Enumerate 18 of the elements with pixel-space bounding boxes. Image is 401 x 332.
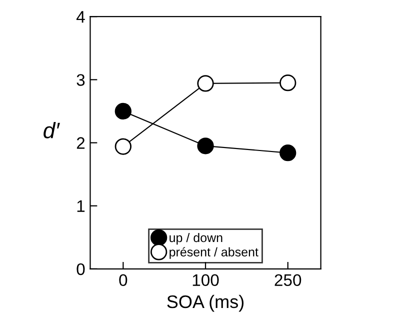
legend-label: présent / absent (170, 247, 258, 259)
x-tick-label: 250 (274, 274, 302, 286)
y-tick-label: 3 (76, 74, 85, 86)
x-axis-title: SOA (ms) (167, 294, 244, 312)
point (197, 75, 214, 92)
point (280, 144, 296, 162)
y-tick-label: 4 (76, 11, 85, 23)
x-tick-label: 0 (119, 274, 128, 286)
point (114, 102, 132, 120)
y-tick-label: 0 (76, 263, 85, 276)
point (280, 74, 296, 92)
point (114, 138, 132, 155)
point (197, 138, 214, 154)
y-tick-label: 1 (77, 200, 85, 212)
y-axis-title: d′ (44, 122, 60, 138)
y-tick-label: 2 (76, 137, 85, 149)
legend-label: up / down (170, 232, 222, 245)
x-tick-label: 100 (192, 274, 219, 286)
